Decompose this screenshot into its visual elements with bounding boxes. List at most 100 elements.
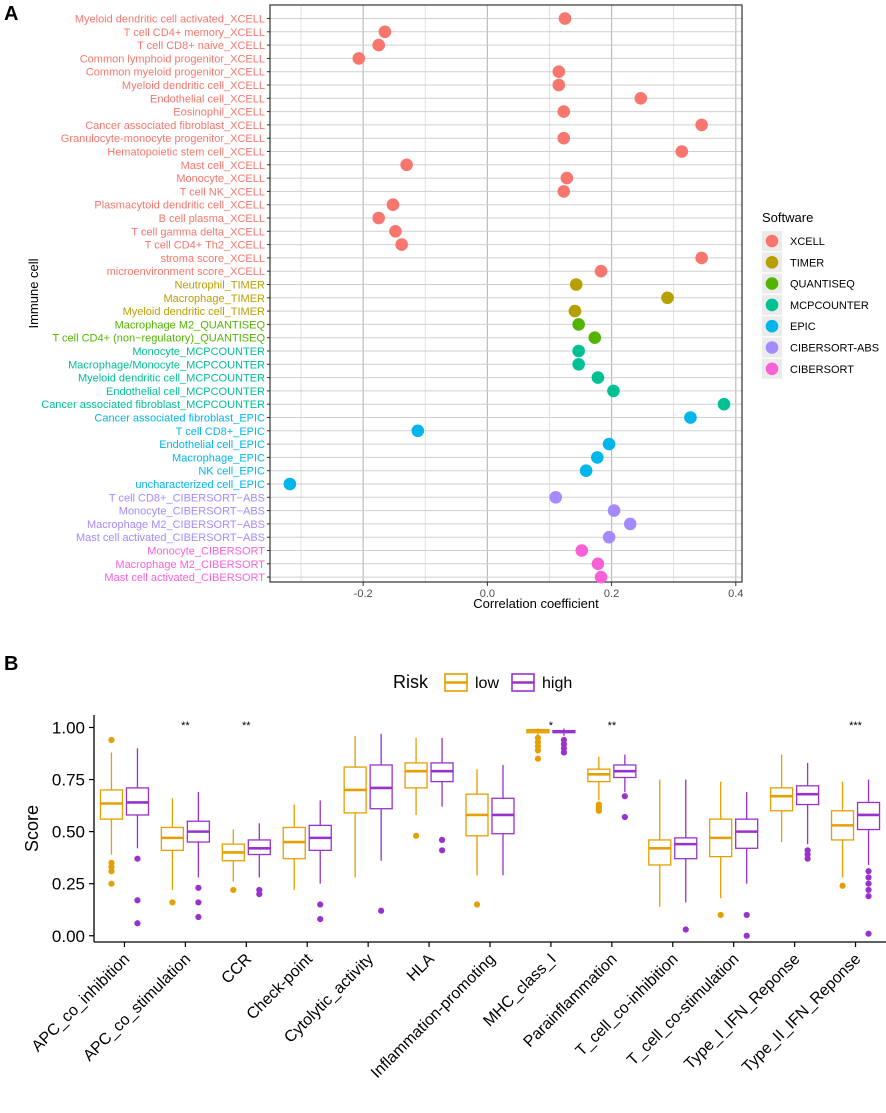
legend-key	[765, 319, 779, 333]
outlier	[534, 747, 542, 754]
category-group: Cytolytic_activity	[281, 733, 393, 1046]
box-plot	[769, 754, 794, 843]
y-tick-label: T cell gamma delta_XCELL	[131, 226, 265, 238]
box-plot	[648, 779, 672, 907]
data-point	[372, 38, 385, 52]
outlier	[865, 930, 872, 937]
x-tick-label: Type_II_IFN_Reponse	[739, 951, 864, 1076]
outlier	[108, 880, 115, 887]
plot-border-a	[269, 4, 743, 583]
box-plot	[613, 754, 637, 821]
data-point	[661, 291, 674, 305]
y-tick-label: Granulocyte-monocyte progenitor_XCELL	[61, 133, 265, 145]
box-plot	[587, 756, 611, 814]
y-tick-label: 0.75	[52, 771, 85, 790]
outlier	[134, 920, 141, 927]
y-axis-title: Immune cell	[26, 258, 41, 328]
box-plot	[99, 736, 124, 887]
y-tick-label: 0.25	[52, 875, 85, 894]
data-point	[557, 105, 571, 118]
data-point	[607, 504, 621, 517]
box-plot	[552, 728, 576, 756]
y-tick-label: Myeloid dendritic cell_MCPCOUNTER	[78, 373, 265, 385]
box	[404, 762, 428, 789]
data-point	[386, 198, 400, 211]
data-point	[378, 25, 392, 39]
y-tick-label: Mast cell activated_CIBERSORT	[104, 572, 265, 584]
data-point	[602, 437, 616, 451]
box-plot	[125, 748, 150, 927]
outlier	[865, 874, 872, 881]
y-tick-label: NK cell_EPIC	[198, 466, 265, 478]
significance-label: **	[608, 720, 617, 732]
data-point	[591, 557, 605, 571]
y-tick-label: T cell CD8+_CIBERSORT−ABS	[109, 492, 265, 504]
legend-label: QUANTISEQ	[790, 279, 855, 291]
data-point	[560, 171, 574, 185]
legend-key	[765, 298, 779, 312]
legend-label: CIBERSORT	[790, 364, 854, 376]
outlier	[865, 880, 872, 887]
box-plot	[830, 781, 855, 889]
data-point	[557, 185, 571, 198]
y-tick-label: Macrophage M2_QUANTISEQ	[115, 319, 266, 331]
data-point	[717, 397, 731, 411]
data-point	[549, 491, 562, 504]
box-plot	[247, 823, 271, 898]
x-tick-label: Inflammation-promoting	[368, 951, 499, 1082]
data-point	[588, 331, 602, 345]
legend-key	[765, 234, 779, 248]
y-tick-label: Macrophage M2_CIBERSORT−ABS	[87, 519, 265, 531]
outlier	[865, 893, 872, 900]
y-tick-label: Monocyte_CIBERSORT−ABS	[119, 506, 265, 518]
x-tick-label: HLA	[404, 951, 438, 985]
y-tick-label: 1.00	[52, 718, 85, 737]
legend-title: Software	[762, 210, 813, 225]
y-tick-label: Endothelial cell_MCPCOUNTER	[106, 386, 265, 398]
box-plot	[186, 792, 211, 921]
outlier	[560, 749, 568, 756]
box-plot	[308, 800, 332, 923]
data-point	[400, 158, 413, 172]
data-point	[594, 570, 608, 584]
outlier	[534, 755, 542, 762]
y-tick-label: Endothelial cell_EPIC	[159, 439, 265, 451]
outlier	[438, 847, 446, 854]
y-tick-label: Myeloid dendritic cell_TIMER	[123, 306, 265, 318]
box	[735, 818, 759, 849]
box-plot	[343, 735, 367, 878]
y-tick-label: Myeloid dendritic cell activated_XCELL	[75, 14, 265, 26]
y-tick-label: Common lymphoid progenitor_XCELL	[80, 53, 265, 65]
box-plot	[430, 737, 454, 854]
box-plot	[221, 829, 245, 894]
significance-label: ***	[849, 720, 863, 732]
y-tick-label: Mast cell activated_CIBERSORT−ABS	[76, 532, 265, 544]
x-tick-label: Type_I_IFN_Reponse	[681, 951, 803, 1073]
significance-label: **	[181, 720, 190, 732]
legend-label: EPIC	[790, 321, 816, 333]
y-tick-label: Macrophage_EPIC	[172, 452, 265, 464]
data-point	[675, 145, 689, 158]
y-tick-label: T cell CD8+_EPIC	[176, 426, 265, 438]
outlier	[839, 882, 846, 889]
y-axis-title-score: Score	[22, 805, 42, 852]
data-point	[395, 238, 408, 251]
outlier	[621, 813, 628, 821]
category-group: MHC_class_I*	[480, 720, 576, 1030]
box-plot	[491, 764, 515, 876]
outlier	[256, 891, 263, 898]
outlier	[134, 897, 141, 904]
y-tick-label: Plasmacytoid dendritic cell_XCELL	[94, 200, 265, 212]
box-plot	[526, 728, 550, 762]
box-plot	[795, 762, 820, 862]
y-tick-label: Mast cell_XCELL	[181, 160, 265, 172]
outlier	[473, 901, 481, 908]
outlier	[743, 911, 750, 919]
y-tick-label: Monocyte_MCPCOUNTER	[132, 346, 265, 358]
box-plot	[856, 779, 881, 937]
category-group: CCR **	[219, 720, 271, 987]
category-group: Inflammation-promoting	[368, 764, 515, 1082]
outlier	[108, 736, 115, 744]
data-point	[623, 517, 637, 531]
